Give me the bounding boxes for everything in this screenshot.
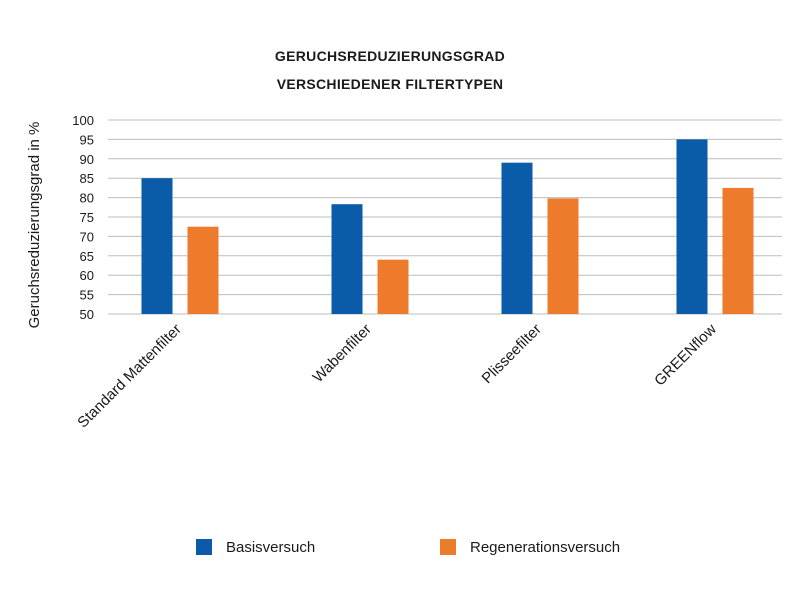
y-tick-labels: 100 95 90 85 80 75 70 65 60 55 50 xyxy=(72,113,94,322)
y-tick-label: 100 xyxy=(72,113,94,128)
legend-label-regenerationsversuch: Regenerationsversuch xyxy=(470,538,621,556)
grid-lines xyxy=(108,119,782,315)
x-tick-label: Wabenfilter xyxy=(310,321,375,386)
y-tick-label: 60 xyxy=(80,268,94,283)
y-tick-label: 70 xyxy=(80,229,94,244)
y-tick-label: 80 xyxy=(80,191,94,206)
y-tick-label: 90 xyxy=(80,152,94,167)
x-tick-labels: Standard Mattenfilter Wabenfilter Plisseef… xyxy=(74,321,720,432)
chart-title-line-2: VERSCHIEDENER FILTERTYPEN xyxy=(276,76,504,92)
x-tick-label: Standard Mattenfilter xyxy=(74,321,184,431)
bars xyxy=(141,139,754,314)
x-tick-label: Plisseefilter xyxy=(479,321,545,387)
legend-swatch-basisversuch xyxy=(196,539,212,555)
bar-1-1 xyxy=(377,259,409,314)
bar-0-0 xyxy=(141,178,173,314)
y-axis-label: Geruchsreduzierungsgrad in % xyxy=(26,122,43,329)
bar-1-3 xyxy=(722,187,754,314)
legend-item-regenerationsversuch: Regenerationsversuch xyxy=(440,537,620,557)
legend-swatch-regenerationsversuch xyxy=(440,539,456,555)
bar-1-0 xyxy=(187,226,219,314)
chart-title-line-1: GERUCHSREDUZIERUNGSGRAD xyxy=(274,48,506,64)
y-tick-label: 95 xyxy=(80,132,94,147)
legend-label-basisversuch: Basisversuch xyxy=(226,538,316,556)
bar-1-2 xyxy=(547,198,579,314)
y-tick-label: 85 xyxy=(80,171,94,186)
y-tick-label: 75 xyxy=(80,210,94,225)
x-tick-label: GREENflow xyxy=(651,321,720,390)
y-tick-label: 65 xyxy=(80,249,94,264)
legend-item-basisversuch: Basisversuch xyxy=(196,537,315,557)
bar-0-2 xyxy=(501,162,533,314)
bar-0-3 xyxy=(676,139,708,314)
y-tick-label: 55 xyxy=(80,288,94,303)
y-tick-label: 50 xyxy=(80,307,94,322)
bar-0-1 xyxy=(331,204,363,314)
